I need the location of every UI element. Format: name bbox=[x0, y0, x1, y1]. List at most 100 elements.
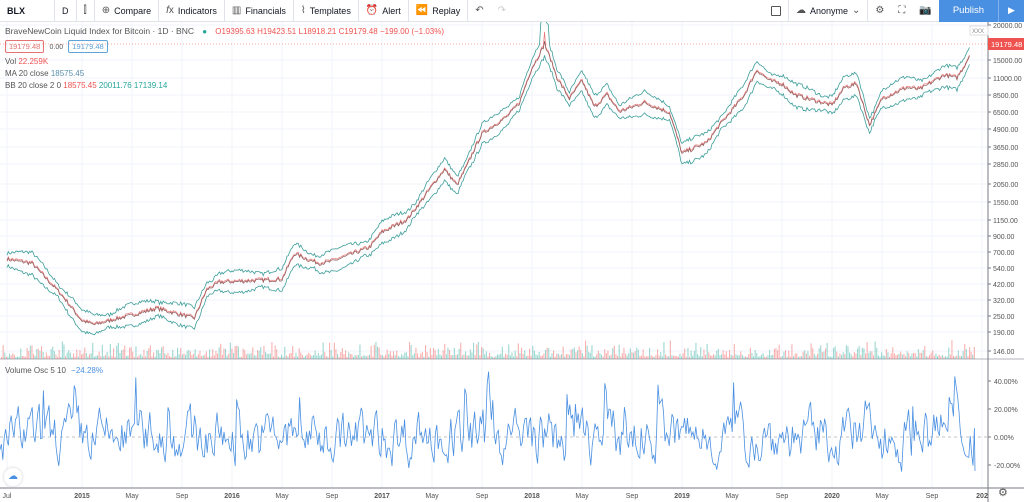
publish-button[interactable]: Publish bbox=[938, 0, 998, 22]
volume-bar bbox=[780, 356, 782, 359]
volume-bar bbox=[946, 356, 948, 359]
settings-button[interactable]: ⚙ bbox=[868, 0, 891, 22]
volume-bar bbox=[837, 356, 839, 359]
volume-bar bbox=[911, 353, 913, 359]
volume-bar bbox=[607, 350, 609, 359]
axis-settings-button[interactable]: ⚙ bbox=[998, 487, 1008, 499]
volume-bar bbox=[578, 346, 580, 359]
buy-button[interactable]: 19179.48 bbox=[68, 40, 108, 53]
time-tick-label: 2019 bbox=[674, 493, 690, 500]
volume-bar bbox=[825, 348, 827, 359]
sell-button[interactable]: 19179.48 bbox=[5, 40, 45, 53]
volume-bar bbox=[885, 348, 887, 359]
volume-bar bbox=[481, 346, 483, 359]
time-tick-label: Jul bbox=[3, 493, 12, 500]
volume-bar bbox=[404, 352, 406, 359]
volume-bar bbox=[132, 351, 134, 359]
volume-bar bbox=[612, 348, 614, 359]
volume-bar bbox=[810, 343, 812, 359]
volume-bar bbox=[263, 346, 265, 359]
volume-bar bbox=[869, 351, 871, 359]
volume-bar bbox=[159, 353, 161, 359]
price-tick-label: 6500.00 bbox=[993, 110, 1018, 117]
volume-bar bbox=[348, 352, 350, 359]
volume-bar bbox=[489, 352, 491, 359]
volume-bar bbox=[865, 353, 867, 359]
volume-bar bbox=[97, 355, 99, 359]
legend-osc[interactable]: Volume Osc 5 10 −24.28% bbox=[5, 366, 103, 375]
volume-bar bbox=[786, 356, 788, 359]
chart-canvas[interactable]: 19179.48 XXX 20000.00 15000.00 11000.00 8500.… bbox=[0, 22, 1024, 502]
fullscreen-button[interactable]: ⛶ bbox=[891, 0, 912, 22]
chart-type-button[interactable]: ⫿ bbox=[77, 0, 95, 22]
volume-bar bbox=[285, 355, 287, 359]
volume-bar bbox=[724, 354, 726, 359]
volume-bar bbox=[893, 353, 895, 359]
volume-bar bbox=[98, 351, 100, 359]
volume-bar bbox=[119, 352, 121, 359]
volume-bar bbox=[463, 354, 465, 359]
volume-bar bbox=[785, 350, 787, 359]
volume-bar bbox=[167, 352, 169, 359]
volume-bar bbox=[13, 354, 15, 359]
volume-bar bbox=[956, 355, 958, 359]
volume-bar bbox=[852, 356, 854, 359]
time-tick-label: 2020 bbox=[824, 493, 840, 500]
indicators-button[interactable]: fx Indicators bbox=[159, 0, 225, 22]
volume-bar bbox=[650, 355, 652, 359]
volume-bar bbox=[537, 355, 539, 359]
volume-bar bbox=[284, 346, 286, 359]
volume-bar bbox=[237, 346, 239, 359]
time-tick-label: 2018 bbox=[524, 493, 540, 500]
volume-bar bbox=[47, 355, 49, 359]
volume-bar bbox=[77, 356, 79, 359]
volume-bar bbox=[693, 350, 695, 359]
volume-bar bbox=[129, 347, 131, 359]
redo-button[interactable]: ↷ bbox=[491, 0, 513, 22]
volume-bar bbox=[277, 356, 279, 359]
volume-bar bbox=[364, 355, 366, 359]
volume-bar bbox=[487, 356, 489, 359]
legend-volume[interactable]: Vol 22.259K bbox=[5, 57, 48, 66]
volume-bar bbox=[668, 356, 670, 359]
undo-button[interactable]: ↶ bbox=[468, 0, 490, 22]
redo-icon: ↷ bbox=[497, 5, 507, 16]
financials-button[interactable]: ▥ Financials bbox=[225, 0, 294, 22]
layout-select-button[interactable] bbox=[764, 0, 789, 22]
volume-bar bbox=[52, 346, 54, 359]
legend-ma[interactable]: MA 20 close 18575.45 bbox=[5, 69, 84, 78]
volume-bar bbox=[569, 355, 571, 359]
volume-bar bbox=[341, 348, 343, 359]
volume-bar bbox=[610, 354, 612, 359]
interval-button[interactable]: D bbox=[55, 0, 77, 22]
compare-button[interactable]: ⊕ Compare bbox=[95, 0, 160, 22]
legend-bb[interactable]: BB 20 close 2 0 18575.45 20011.76 17139.… bbox=[5, 81, 167, 90]
square-icon bbox=[770, 5, 781, 16]
volume-bar bbox=[573, 347, 575, 359]
templates-button[interactable]: ⌇ Templates bbox=[294, 0, 359, 22]
volume-bar bbox=[402, 355, 404, 359]
symbol-search[interactable]: BLX bbox=[0, 0, 55, 22]
volume-bar bbox=[109, 343, 111, 359]
volume-bar bbox=[172, 349, 174, 359]
volume-bar bbox=[186, 351, 188, 359]
volume-bar bbox=[801, 356, 803, 359]
volume-bar bbox=[549, 356, 551, 359]
volume-bar bbox=[895, 354, 897, 359]
play-button[interactable]: ▶ bbox=[998, 0, 1024, 22]
volume-bar bbox=[215, 351, 217, 359]
volume-bar bbox=[509, 355, 511, 359]
volume-bar bbox=[553, 350, 555, 359]
volume-bar bbox=[877, 355, 879, 359]
cloud-logo-icon[interactable]: ☁ bbox=[4, 468, 22, 486]
volume-bar bbox=[517, 343, 519, 359]
snapshot-button[interactable]: 📷 bbox=[912, 0, 938, 22]
save-layout-button[interactable]: ☁ Anonyme ⌄ bbox=[789, 0, 869, 22]
alert-button[interactable]: ⏰ Alert bbox=[359, 0, 409, 22]
top-toolbar: BLX D ⫿ ⊕ Compare fx Indicators ▥ Financial… bbox=[0, 0, 1024, 22]
replay-button[interactable]: ⏪ Replay bbox=[409, 0, 469, 22]
volume-bar bbox=[207, 356, 209, 359]
volume-bar bbox=[465, 351, 467, 359]
volume-bar bbox=[618, 344, 620, 359]
symbol-title: BraveNewCoin Liquid Index for Bitcoin · … bbox=[5, 26, 194, 36]
